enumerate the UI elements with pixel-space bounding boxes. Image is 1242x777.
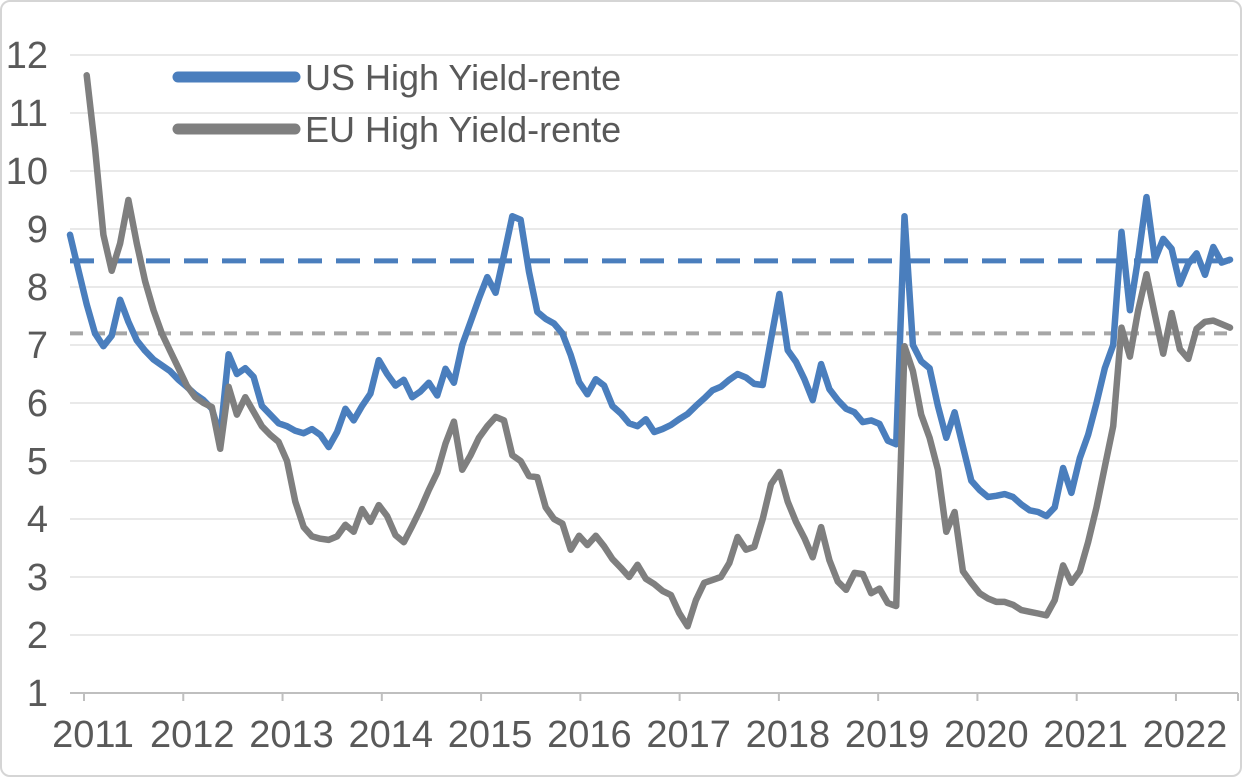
x-axis-label-2012: 2012: [150, 714, 235, 756]
legend-label-eu: EU High Yield-rente: [305, 109, 621, 150]
y-axis-label-9: 9: [27, 209, 48, 251]
y-axis-label-1: 1: [27, 673, 48, 715]
gridlines: [70, 54, 1238, 636]
y-axis-label-8: 8: [27, 267, 48, 309]
y-axis-label-2: 2: [27, 615, 48, 657]
y-axis-label-11: 11: [9, 93, 48, 135]
x-axis-label-2013: 2013: [249, 714, 334, 756]
x-axis: [70, 692, 1239, 701]
x-axis-label-2019: 2019: [845, 714, 930, 756]
x-axis-label-2011: 2011: [52, 714, 134, 756]
legend: US High Yield-rente EU High Yield-rente: [172, 57, 621, 150]
reference-lines: [70, 258, 1230, 336]
x-axis-labels: 2011 2012 2013 2014 2015 2016 2017 2018 2019 2020…: [52, 714, 1227, 756]
y-axis-label-6: 6: [27, 383, 48, 425]
x-axis-label-2014: 2014: [349, 714, 434, 756]
x-axis-label-2018: 2018: [746, 714, 831, 756]
us-series-line: [66, 193, 1234, 520]
y-axis-label-3: 3: [27, 557, 48, 599]
y-axis-label-5: 5: [27, 441, 48, 483]
series-lines: [66, 72, 1234, 630]
x-axis-label-2015: 2015: [448, 714, 533, 756]
y-axis-label-7: 7: [27, 325, 48, 367]
legend-label-us: US High Yield-rente: [305, 57, 621, 98]
x-axis-label-2016: 2016: [547, 714, 632, 756]
y-axis-label-12: 12: [6, 35, 48, 77]
x-axis-label-2017: 2017: [646, 714, 731, 756]
y-axis-label-4: 4: [27, 499, 48, 541]
x-axis-label-2020: 2020: [944, 714, 1029, 756]
x-axis-label-2022: 2022: [1143, 714, 1228, 756]
y-axis-label-10: 10: [6, 151, 48, 193]
x-axis-label-2021: 2021: [1043, 714, 1128, 756]
eu-series-line: [83, 72, 1234, 630]
